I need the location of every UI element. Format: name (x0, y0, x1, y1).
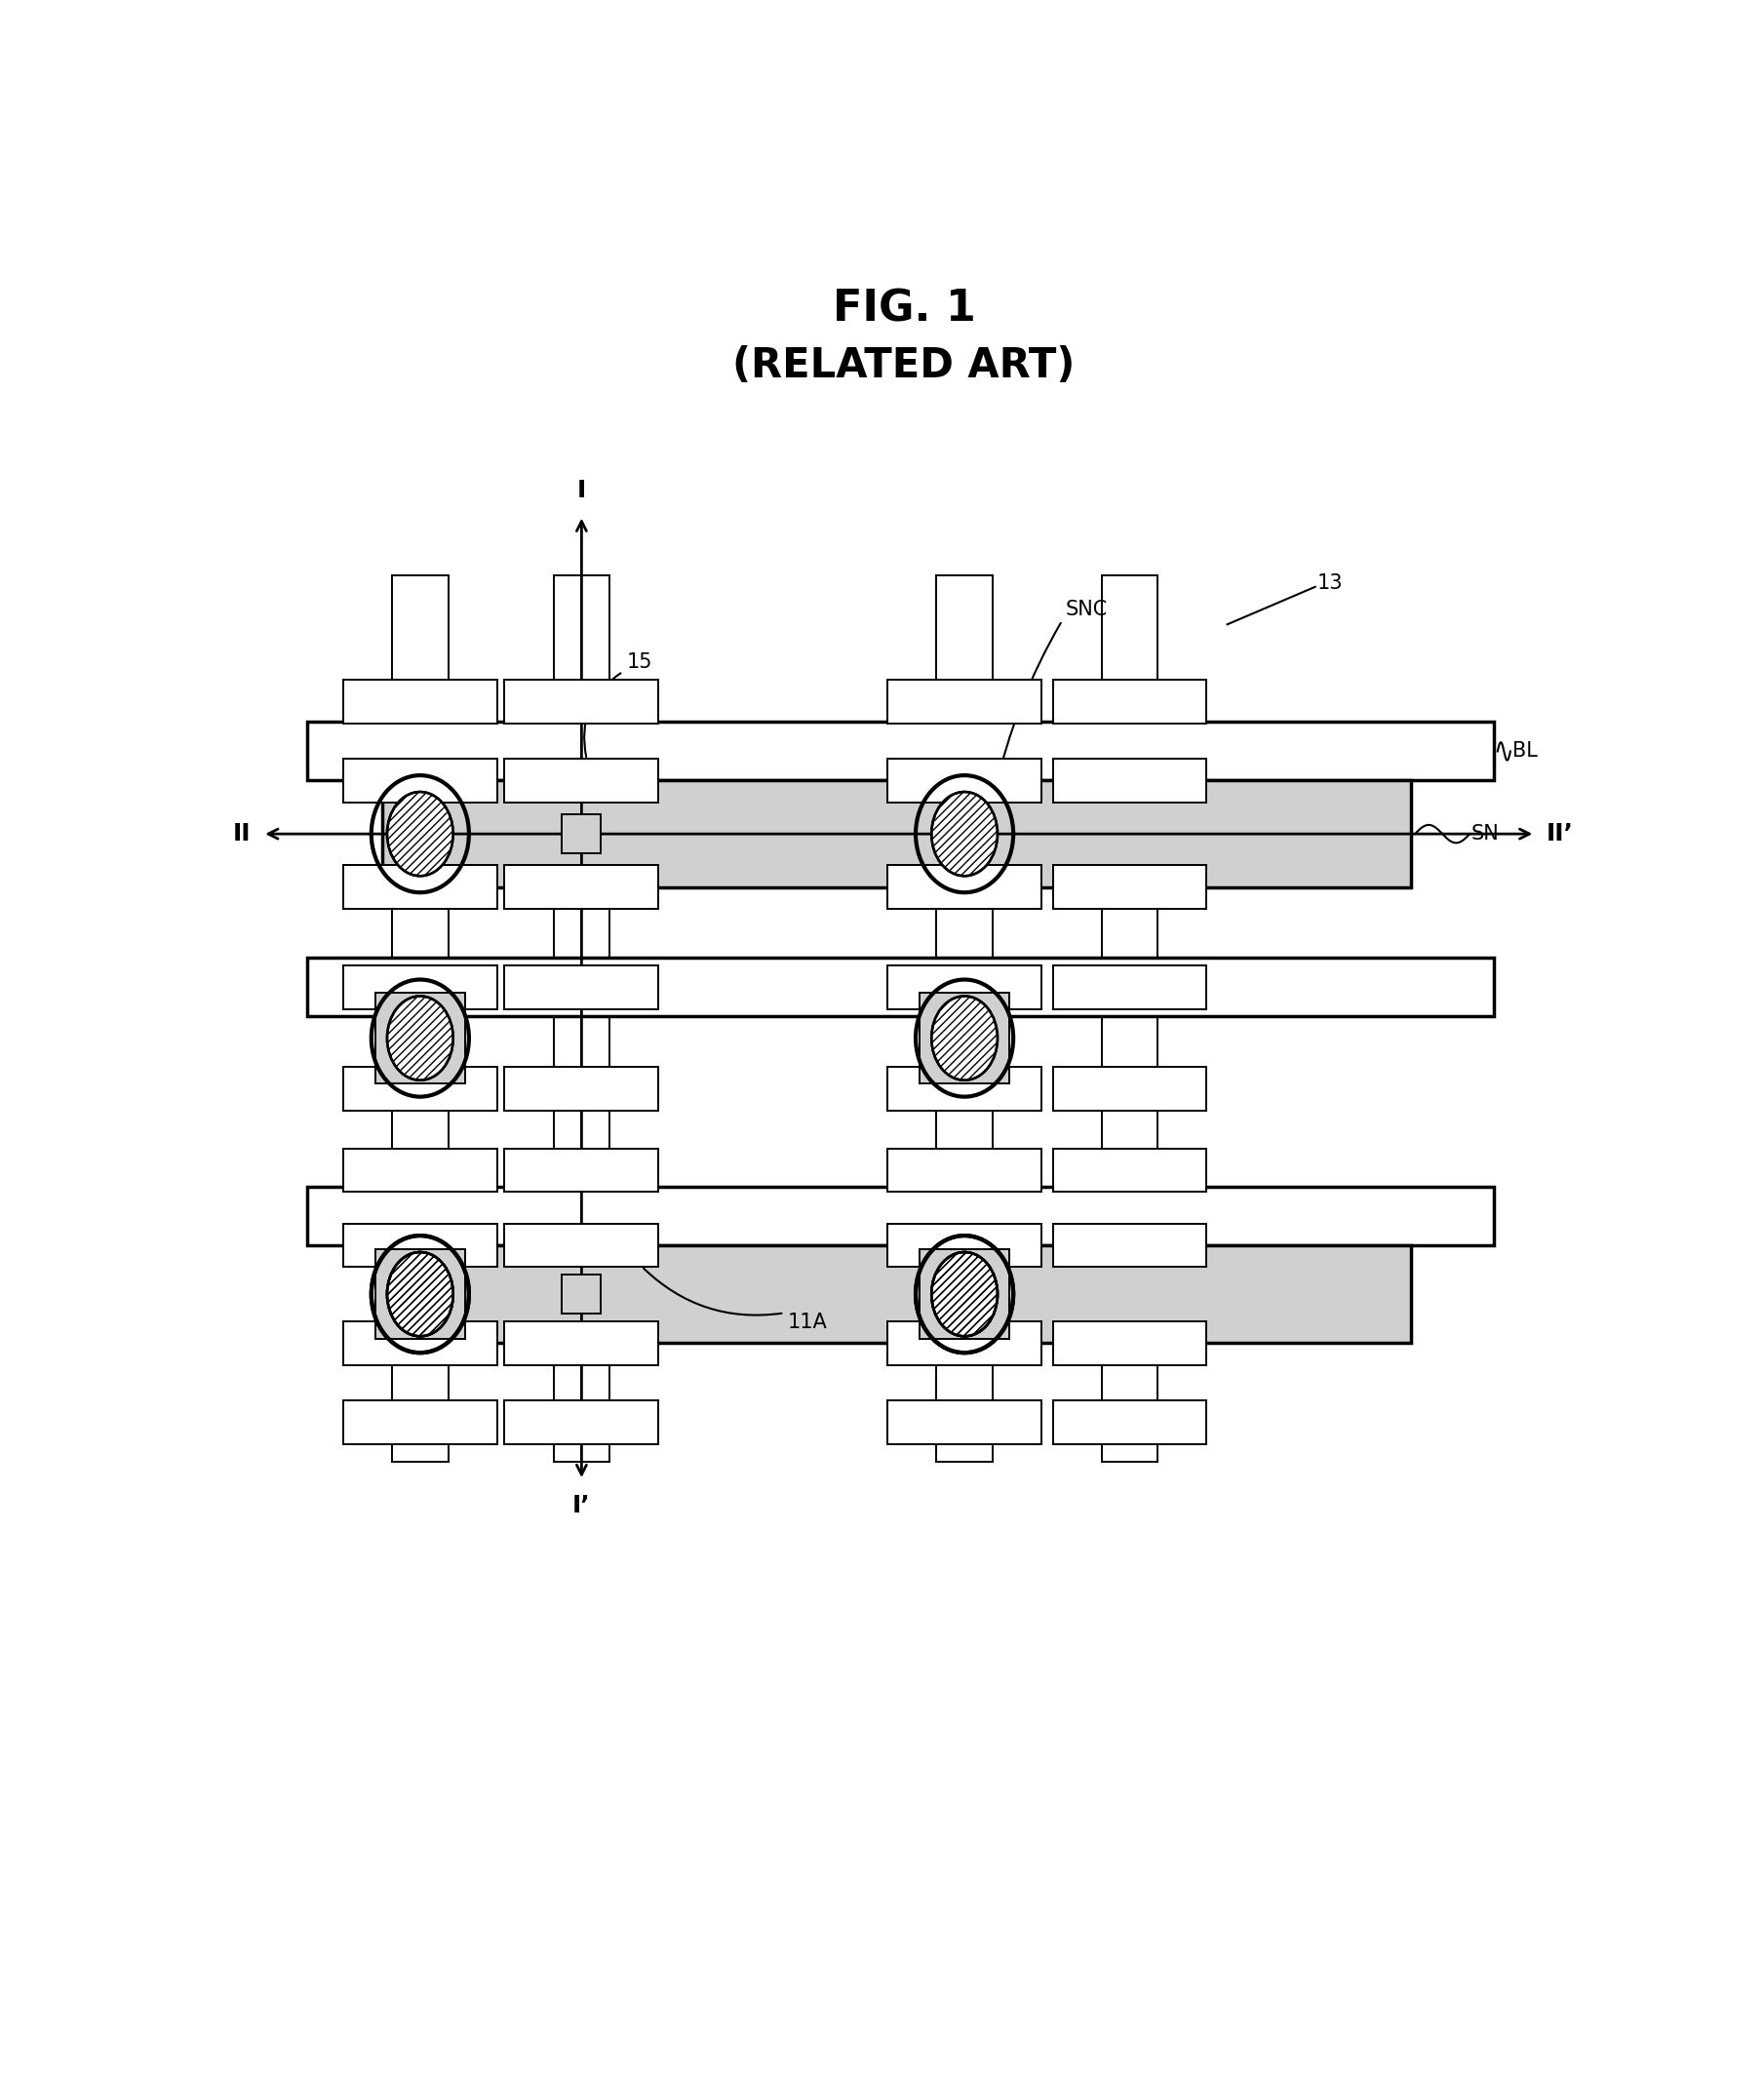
Text: FIG. 1: FIG. 1 (833, 287, 975, 331)
Bar (307, 957, 1494, 1016)
Bar (1053, 680, 1207, 724)
Bar (505, 760, 658, 803)
Bar (1053, 1149, 1207, 1192)
Ellipse shape (386, 793, 453, 876)
Bar (887, 1401, 1041, 1444)
Ellipse shape (931, 1253, 997, 1336)
Bar (344, 1401, 497, 1444)
Bar (505, 1068, 658, 1111)
Bar (505, 680, 658, 724)
Text: 13: 13 (1318, 574, 1342, 593)
Bar (1053, 1401, 1207, 1444)
Bar (1053, 1068, 1207, 1111)
Bar (505, 1149, 658, 1192)
Bar (563, 814, 602, 853)
Bar (344, 966, 497, 1009)
Bar (376, 1249, 466, 1340)
Text: SNC: SNC (1065, 599, 1108, 620)
Ellipse shape (386, 997, 453, 1080)
Bar (344, 866, 497, 909)
Text: I: I (577, 479, 586, 502)
Bar (887, 1149, 1041, 1192)
Bar (887, 866, 1041, 909)
Bar (887, 1068, 1041, 1111)
Text: BL: BL (1512, 741, 1538, 762)
Bar (344, 1224, 497, 1267)
Bar (344, 680, 497, 724)
Bar (344, 1321, 497, 1365)
Bar (887, 1224, 1041, 1267)
Bar (383, 1244, 1411, 1342)
Bar (383, 780, 1411, 887)
Bar (344, 1149, 497, 1192)
Bar (554, 576, 610, 1461)
Bar (919, 1249, 1009, 1340)
Bar (887, 1321, 1041, 1365)
Bar (887, 966, 1041, 1009)
Bar (344, 1068, 497, 1111)
Bar (344, 760, 497, 803)
Bar (1053, 760, 1207, 803)
Bar (1101, 576, 1157, 1461)
Bar (505, 1224, 658, 1267)
Bar (887, 760, 1041, 803)
Bar (376, 993, 466, 1084)
Bar (563, 1276, 602, 1313)
Bar (1053, 1321, 1207, 1365)
Text: I’: I’ (573, 1494, 591, 1517)
Text: SN: SN (1471, 824, 1499, 843)
Bar (937, 576, 993, 1461)
Bar (505, 1321, 658, 1365)
Ellipse shape (386, 1253, 453, 1336)
Bar (307, 1186, 1494, 1244)
Text: II: II (233, 822, 250, 845)
Bar (1053, 966, 1207, 1009)
Bar (1053, 866, 1207, 909)
Text: 11A: 11A (789, 1313, 827, 1332)
Ellipse shape (931, 997, 997, 1080)
Bar (505, 866, 658, 909)
Bar (887, 680, 1041, 724)
Bar (919, 993, 1009, 1084)
Text: II’: II’ (1547, 822, 1573, 845)
Text: 15: 15 (626, 651, 653, 672)
Bar (1053, 1224, 1207, 1267)
Text: (RELATED ART): (RELATED ART) (732, 345, 1076, 385)
Ellipse shape (931, 793, 997, 876)
Ellipse shape (931, 1253, 997, 1336)
Bar (307, 722, 1494, 780)
Ellipse shape (386, 1253, 453, 1336)
Bar (392, 576, 448, 1461)
Bar (505, 966, 658, 1009)
Bar (505, 1401, 658, 1444)
